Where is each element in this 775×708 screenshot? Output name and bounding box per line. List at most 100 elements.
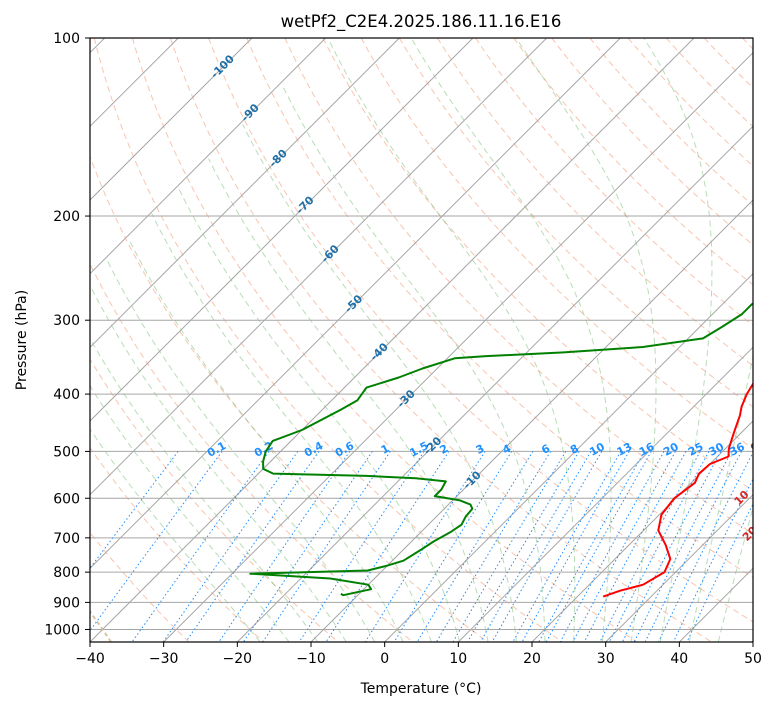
dry-adiabat-line	[551, 38, 753, 246]
mixing-ratio-line	[644, 451, 742, 642]
mixing-ratio-line	[90, 451, 179, 569]
plot-frame	[89, 37, 754, 643]
mixing-ratio-line	[131, 451, 270, 642]
mixing-ratio-line	[599, 451, 701, 642]
y-tick-label: 600	[53, 491, 80, 507]
dry-adiabat-line	[436, 38, 753, 367]
mixing-ratio-line	[218, 451, 351, 642]
x-tick-label: 50	[744, 651, 762, 667]
freezing-curve	[0, 324, 9, 642]
mixing-ratio-line	[621, 451, 722, 642]
y-tick-label: 700	[53, 531, 80, 547]
plot-area	[90, 38, 753, 642]
dry-adiabat-line	[90, 358, 339, 642]
mixing-ratio-line	[262, 451, 391, 642]
isotherm-line	[90, 38, 621, 570]
mixing-ratio-line	[572, 451, 676, 642]
isotherm-line	[90, 38, 695, 642]
dry-adiabat-line	[93, 38, 563, 642]
isotherm-line	[90, 38, 253, 201]
dry-adiabat-line	[208, 38, 753, 623]
mixing-ratio-label: 20	[661, 440, 681, 459]
mixing-ratio-label: 36	[727, 440, 747, 459]
y-axis-title: Pressure (hPa)	[14, 290, 30, 390]
moist-adiabat-line	[515, 38, 657, 642]
dry-adiabat-line	[90, 446, 264, 642]
mixing-ratio-label: 30	[707, 440, 727, 459]
moist-adiabat-line	[643, 38, 713, 642]
mixing-ratio-line	[545, 451, 652, 642]
x-tick-label: 0	[380, 651, 389, 667]
mixing-ratio-line	[512, 451, 622, 642]
y-tick-label: 400	[53, 387, 80, 403]
mixing-ratio-line	[583, 451, 687, 642]
isobar-gridlines	[90, 38, 753, 630]
x-tick-label: −20	[223, 651, 253, 667]
x-tick-label: −40	[75, 651, 105, 667]
y-axis: 100 200 300 400 500 600 700 800 900 1000	[44, 31, 90, 639]
sounding-series	[249, 302, 753, 598]
dry-adiabat-label: 30	[754, 553, 774, 573]
y-tick-label: 200	[53, 209, 80, 225]
dry-adiabat-line	[90, 155, 488, 642]
mixing-ratio-label: 13	[615, 440, 635, 459]
plot-layer: 0.1 0.2 0.4 0.6 1 1.5 2 3 4 6 8 10 13 16 20 25 30 36-100-…	[0, 38, 774, 642]
y-tick-label: 800	[53, 565, 80, 581]
moist-adiabat-line	[90, 384, 290, 642]
mixing-ratio-line	[538, 451, 645, 642]
x-tick-label: 30	[597, 651, 615, 667]
x-tick-label: 10	[449, 651, 467, 667]
x-axis-title: Temperature (°C)	[360, 681, 482, 697]
dry-adiabat-line	[170, 38, 712, 642]
mixing-ratio-line	[242, 451, 373, 642]
y-tick-label: 1000	[44, 623, 80, 639]
chart-title: wetPf2_C2E4.2025.186.11.16.E16	[281, 12, 562, 32]
isotherm-line	[90, 38, 548, 496]
moist-adiabat-line	[127, 237, 404, 642]
isotherm-line	[90, 38, 400, 349]
y-tick-label: 100	[53, 31, 80, 47]
x-tick-label: 20	[523, 651, 541, 667]
mixing-ratio-line	[416, 451, 534, 642]
isotherm-line	[457, 346, 753, 642]
mixing-ratio-line	[672, 478, 753, 642]
moist-adiabat-line	[178, 188, 461, 642]
isotherm-line	[236, 125, 753, 642]
x-axis: −40 −30 −20 −10 0 10 20 30 40 50	[75, 642, 762, 667]
dry-adiabat-line	[246, 38, 753, 578]
y-tick-label: 300	[53, 313, 80, 329]
moist-adiabat-line	[281, 84, 546, 642]
mixing-ratio-line	[90, 451, 223, 632]
dry-adiabat-line	[322, 38, 753, 492]
isotherm-line	[90, 38, 327, 275]
mixing-ratio-line	[480, 451, 592, 642]
mixing-ratio-lines	[90, 451, 753, 642]
mixing-ratio-line	[364, 451, 486, 642]
dry-adiabat-line	[398, 38, 753, 408]
moist-adiabat-line	[105, 258, 376, 642]
mixing-ratio-line	[559, 451, 665, 642]
moist-adiabat-line	[688, 353, 753, 642]
moist-adiabat-line	[717, 505, 753, 642]
moist-adiabat-line	[90, 428, 261, 642]
isotherm-line	[310, 199, 753, 642]
y-tick-label: 900	[53, 595, 80, 611]
isotherm-line	[752, 641, 753, 642]
isotherm-line	[90, 38, 474, 422]
isotherm-line	[163, 51, 753, 642]
mixing-ratio-line	[633, 451, 732, 642]
dry-adiabat-line	[284, 38, 753, 535]
mixing-ratio-line	[185, 451, 320, 642]
mixing-ratio-line	[393, 451, 513, 642]
isotherm-gridlines	[90, 38, 753, 642]
mixing-ratio-line	[658, 451, 753, 642]
x-tick-label: −30	[149, 651, 179, 667]
moist-adiabat-line	[242, 124, 517, 642]
y-tick-label: 500	[53, 444, 80, 460]
isotherm-line	[531, 420, 753, 642]
dry-adiabat-line	[589, 38, 753, 206]
mixing-ratio-label: 10	[587, 440, 607, 459]
mixing-ratio-label: 25	[686, 440, 706, 459]
dewpoint-line	[249, 302, 753, 597]
